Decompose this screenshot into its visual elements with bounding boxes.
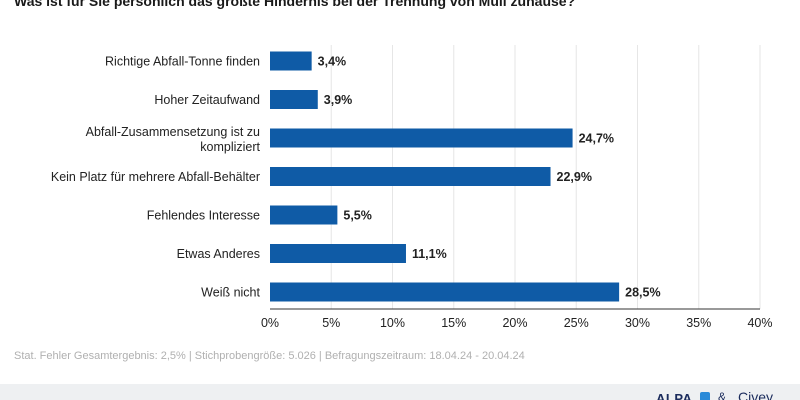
bar — [270, 128, 573, 148]
bar-value-label: 11,1% — [412, 247, 447, 261]
chart-title: Was ist für Sie persönlich das größte Hi… — [14, 0, 576, 9]
category-label: Fehlendes Interesse — [147, 209, 260, 223]
bars — [270, 51, 620, 302]
category-label: Abfall-Zusammensetzung ist zu kompliziert — [86, 125, 261, 154]
bar — [270, 90, 318, 109]
branding-footer: ALPA & Civey — [0, 384, 800, 400]
category-label: Richtige Abfall-Tonne finden — [105, 55, 260, 69]
x-tick-label: 0% — [261, 316, 279, 330]
x-tick-label: 25% — [564, 316, 589, 330]
bar — [270, 244, 406, 263]
x-tick-label: 40% — [747, 316, 772, 330]
bar — [270, 51, 312, 71]
x-axis-ticks: 0% 5% 10% 15% 20% 25% 30% 35% 40% — [261, 316, 773, 330]
category-label: Weiß nicht — [201, 286, 260, 300]
bar — [270, 282, 620, 302]
bar-value-label: 28,5% — [625, 286, 660, 300]
x-tick-label: 20% — [502, 316, 527, 330]
value-labels: 3,4% 3,9% 24,7% 22,9% 5,5% 11,1% 28,5% — [318, 55, 661, 300]
footnote: Stat. Fehler Gesamtergebnis: 2,5% | Stic… — [14, 350, 525, 362]
alpa-mark-icon — [700, 392, 710, 400]
bar-value-label: 3,9% — [324, 93, 353, 107]
x-tick-label: 5% — [322, 316, 340, 330]
x-tick-label: 15% — [441, 316, 466, 330]
logo-ampersand: & — [718, 390, 727, 400]
category-labels: Richtige Abfall-Tonne finden Hoher Zeitau… — [51, 55, 261, 300]
bar — [270, 167, 551, 186]
alpa-logo: ALPA — [656, 391, 693, 400]
category-label: Etwas Anderes — [177, 247, 260, 261]
bar — [270, 205, 338, 225]
bar-value-label: 3,4% — [318, 55, 347, 69]
category-label: Kein Platz für mehrere Abfall-Behälter — [51, 170, 260, 184]
x-tick-label: 10% — [380, 316, 405, 330]
x-tick-label: 35% — [686, 316, 711, 330]
category-label: Hoher Zeitaufwand — [154, 93, 260, 107]
bar-value-label: 5,5% — [343, 209, 372, 223]
x-tick-label: 30% — [625, 316, 650, 330]
civey-logo: Civey — [738, 389, 774, 400]
gridlines — [270, 45, 761, 310]
bar-chart: Richtige Abfall-Tonne finden Hoher Zeitau… — [51, 45, 773, 330]
bar-value-label: 22,9% — [557, 170, 592, 184]
bar-value-label: 24,7% — [579, 132, 614, 146]
